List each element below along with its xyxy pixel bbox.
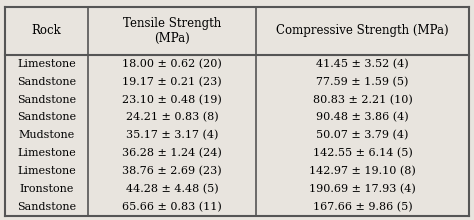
Text: 142.55 ± 6.14 (5): 142.55 ± 6.14 (5)	[312, 148, 412, 158]
Text: 77.59 ± 1.59 (5): 77.59 ± 1.59 (5)	[316, 77, 409, 87]
Text: Limestone: Limestone	[17, 59, 76, 69]
Text: Tensile Strength
(MPa): Tensile Strength (MPa)	[123, 17, 221, 45]
Text: 35.17 ± 3.17 (4): 35.17 ± 3.17 (4)	[126, 130, 218, 140]
Text: Sandstone: Sandstone	[17, 77, 76, 87]
Text: 65.66 ± 0.83 (11): 65.66 ± 0.83 (11)	[122, 202, 222, 212]
Text: 41.45 ± 3.52 (4): 41.45 ± 3.52 (4)	[316, 59, 409, 69]
Text: Ironstone: Ironstone	[19, 184, 74, 194]
Text: 190.69 ± 17.93 (4): 190.69 ± 17.93 (4)	[309, 184, 416, 194]
Text: 24.21 ± 0.83 (8): 24.21 ± 0.83 (8)	[126, 112, 219, 123]
Text: 80.83 ± 2.21 (10): 80.83 ± 2.21 (10)	[312, 94, 412, 105]
Text: Sandstone: Sandstone	[17, 202, 76, 212]
Text: Mudstone: Mudstone	[18, 130, 75, 140]
Text: Sandstone: Sandstone	[17, 112, 76, 123]
Text: 36.28 ± 1.24 (24): 36.28 ± 1.24 (24)	[122, 148, 222, 158]
Text: 142.97 ± 19.10 (8): 142.97 ± 19.10 (8)	[309, 166, 416, 176]
Text: Rock: Rock	[32, 24, 62, 37]
Text: 23.10 ± 0.48 (19): 23.10 ± 0.48 (19)	[122, 94, 222, 105]
Text: 38.76 ± 2.69 (23): 38.76 ± 2.69 (23)	[122, 166, 222, 176]
Text: Compressive Strength (MPa): Compressive Strength (MPa)	[276, 24, 449, 37]
Text: Limestone: Limestone	[17, 148, 76, 158]
Text: Sandstone: Sandstone	[17, 95, 76, 105]
Text: 90.48 ± 3.86 (4): 90.48 ± 3.86 (4)	[316, 112, 409, 123]
Text: 18.00 ± 0.62 (20): 18.00 ± 0.62 (20)	[122, 59, 222, 69]
Text: 19.17 ± 0.21 (23): 19.17 ± 0.21 (23)	[122, 77, 222, 87]
Text: 167.66 ± 9.86 (5): 167.66 ± 9.86 (5)	[313, 202, 412, 212]
Text: 50.07 ± 3.79 (4): 50.07 ± 3.79 (4)	[316, 130, 409, 140]
Text: 44.28 ± 4.48 (5): 44.28 ± 4.48 (5)	[126, 184, 219, 194]
Text: Limestone: Limestone	[17, 166, 76, 176]
